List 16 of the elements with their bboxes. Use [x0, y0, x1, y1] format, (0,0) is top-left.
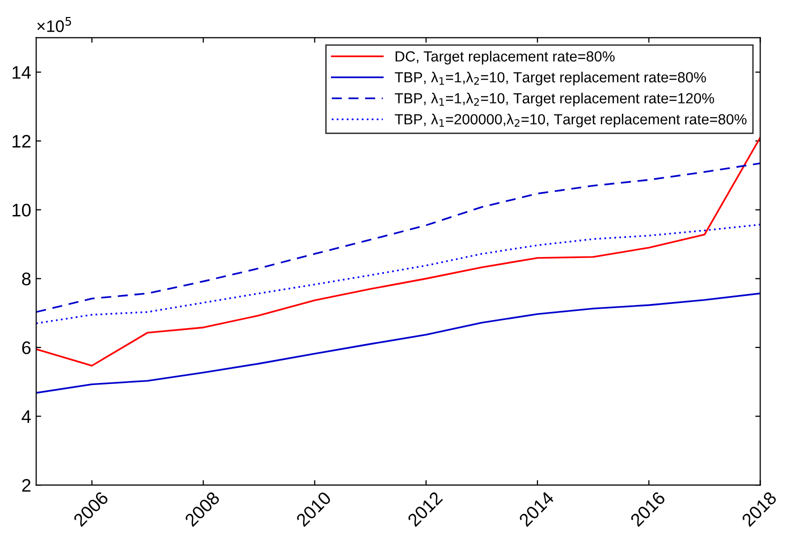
- legend-label: TBP, λ$_{1}$=1,λ$_{2}$=10, Target replacement rate=120%: [394, 92, 714, 106]
- y-tick-label: 14: [12, 66, 31, 79]
- y-tick-label: 10: [12, 204, 31, 217]
- y-tick-label: 6: [22, 341, 31, 354]
- line-series: [36, 136, 760, 367]
- line-series: [36, 162, 760, 313]
- y-tick-label: 4: [22, 410, 31, 423]
- line-series: [36, 292, 760, 394]
- y-tick-label: 12: [12, 134, 30, 148]
- legend-label: DC, Target replacement rate=80%: [396, 50, 615, 64]
- legend-label: TBP, λ$_{1}$=200000,λ$_{2}$=10, Target replacement rate=80%: [394, 114, 746, 128]
- line-series: [36, 224, 760, 324]
- y-tick-label: 2: [22, 479, 30, 492]
- y-tick-label: 8: [22, 272, 31, 286]
- text: ×10$^{5}$: [37, 17, 72, 32]
- legend-label: TBP, λ$_{1}$=1,λ$_{2}$=10, Target replacement rate=80%: [394, 72, 706, 86]
